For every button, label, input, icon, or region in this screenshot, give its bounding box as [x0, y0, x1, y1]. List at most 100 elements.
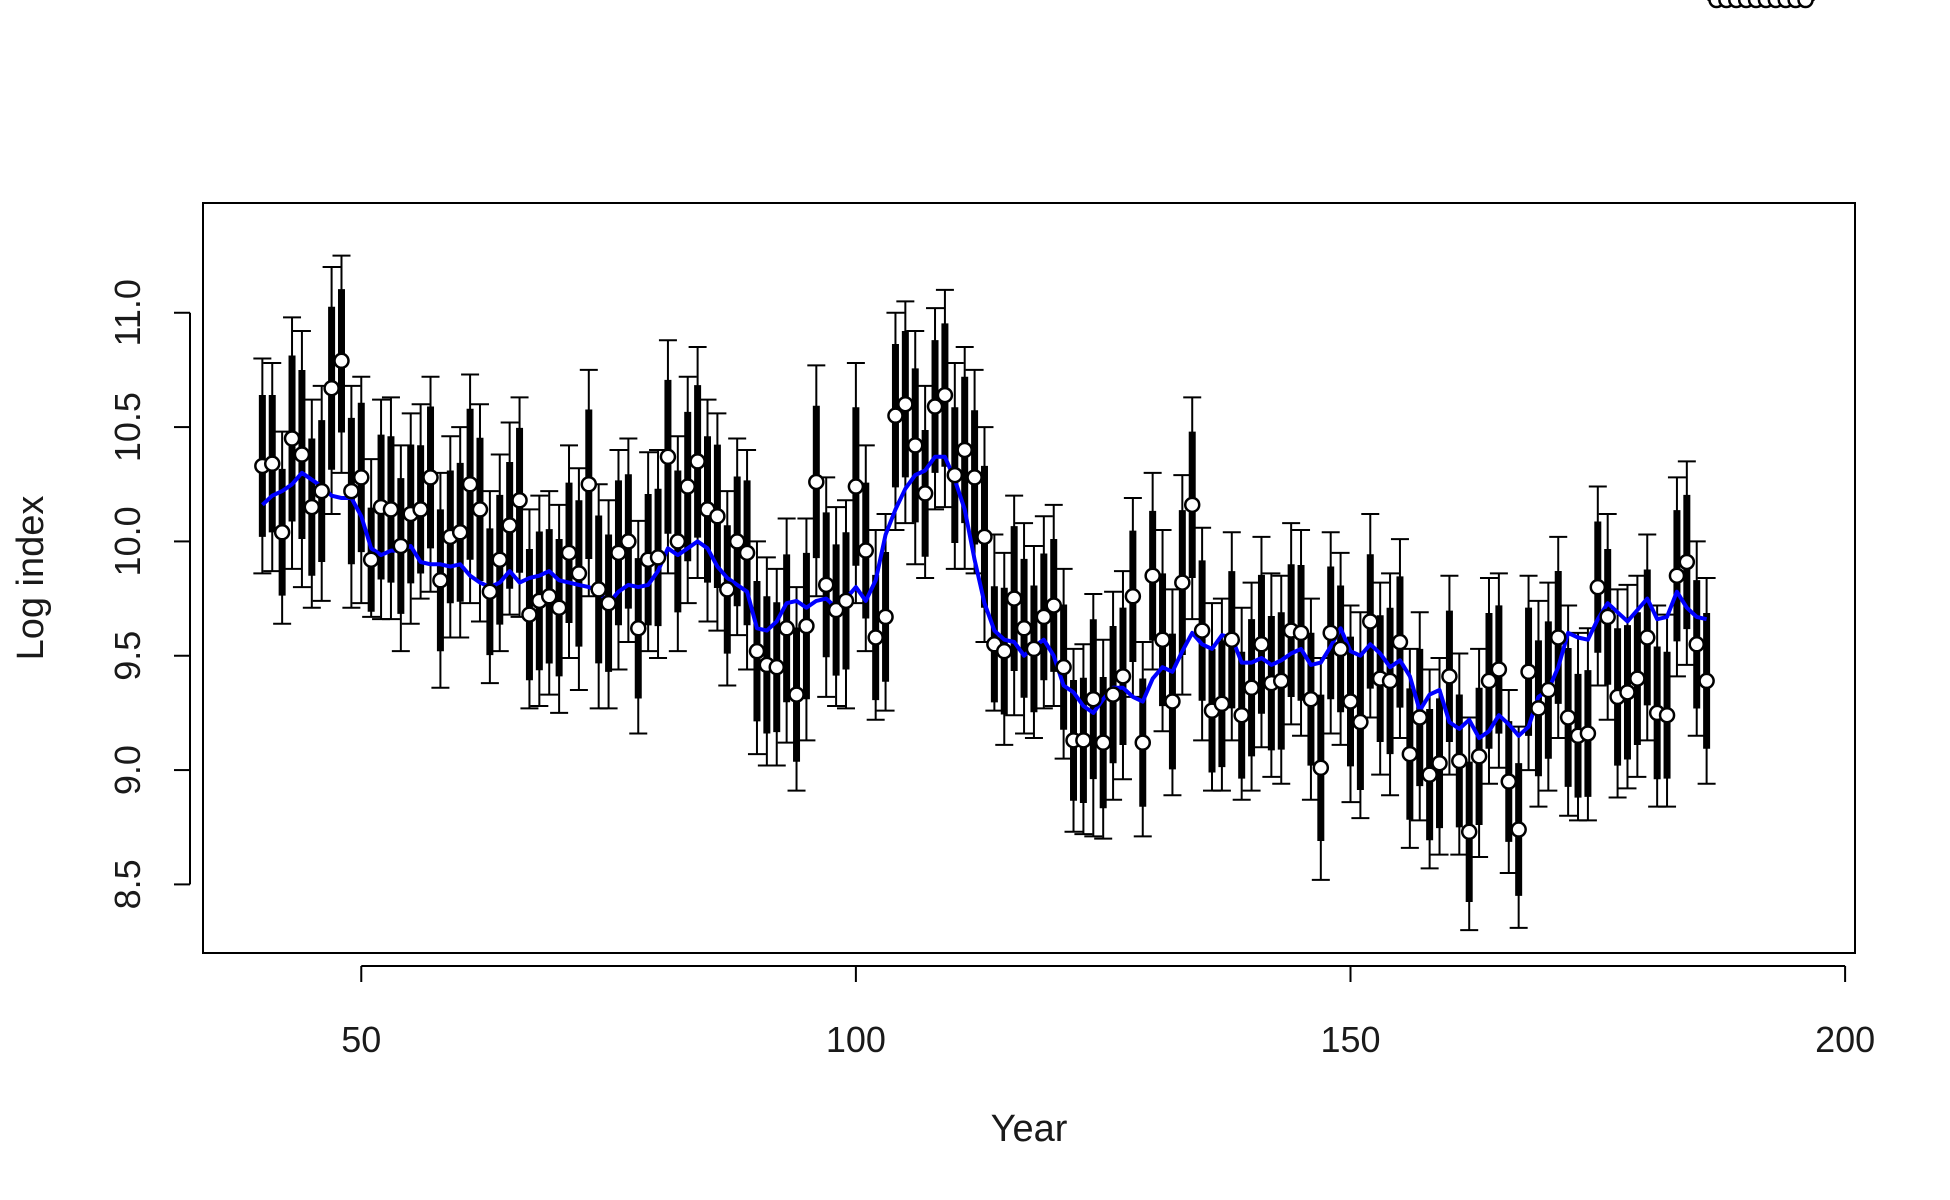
data-point [1540, 681, 1557, 699]
data-point [313, 482, 330, 500]
data-point [1470, 748, 1488, 765]
data-point [1015, 620, 1033, 637]
data-point [926, 398, 944, 415]
data-point [1312, 759, 1330, 777]
data-point [1530, 700, 1547, 717]
data-point [1658, 706, 1676, 724]
data-point [293, 446, 311, 463]
data-point [1549, 629, 1567, 646]
plot-frame [202, 202, 1856, 954]
data-point [837, 592, 855, 610]
data-point [1213, 695, 1231, 713]
data-point [550, 599, 568, 616]
data-point [956, 441, 973, 459]
data-point [857, 542, 875, 559]
x-tick-label: 200 [1815, 1019, 1875, 1060]
data-point [1362, 613, 1379, 630]
data-point [867, 629, 884, 646]
x-axis: 50 100 150 200 [341, 965, 1875, 1060]
data-point [1490, 661, 1508, 678]
data-point [273, 524, 291, 541]
data-point [1164, 693, 1181, 710]
x-tick-label: 150 [1320, 1019, 1380, 1060]
data-point [1273, 672, 1290, 690]
data-point [966, 469, 983, 486]
data-point [996, 642, 1013, 660]
data-point [1619, 684, 1636, 701]
data-point [1134, 734, 1152, 751]
data-point [1223, 631, 1241, 648]
data-point [1639, 629, 1656, 646]
data-point [669, 533, 687, 550]
data-point [630, 620, 647, 637]
error-bar [1212, 597, 1231, 792]
data-point [1124, 588, 1142, 605]
data-point [976, 528, 993, 546]
data-point [1510, 821, 1527, 838]
x-tick-label: 100 [826, 1019, 886, 1060]
data-point [1500, 773, 1518, 790]
data-point [1144, 567, 1161, 584]
data-point [887, 407, 904, 424]
data-point [1460, 823, 1478, 841]
data-point [1183, 496, 1201, 514]
data-point [1797, 0, 1814, 9]
data-point [1421, 766, 1438, 783]
data-point [1154, 631, 1171, 648]
data-point [877, 608, 894, 626]
data-point [412, 501, 429, 518]
data-point [1520, 663, 1537, 680]
data-point [1599, 608, 1616, 626]
data-point [788, 686, 805, 703]
y-tick-label: 11.0 [107, 279, 148, 346]
y-axis: 8.5 9.0 9.5 10.0 10.5 11.0 [107, 279, 191, 909]
y-tick-label: 10.0 [107, 506, 148, 576]
data-point [1025, 640, 1043, 658]
data-point [709, 508, 726, 525]
data-point [817, 576, 835, 594]
data-point [521, 606, 538, 623]
data-point [1441, 668, 1458, 685]
data-point [1678, 553, 1696, 571]
data-point [1411, 709, 1428, 726]
data-point [1322, 624, 1339, 642]
error-bars [253, 0, 1815, 932]
data-point [827, 601, 845, 619]
data-point [540, 588, 558, 605]
data-point [768, 658, 785, 676]
data-point [1253, 636, 1270, 653]
data-point [1055, 658, 1072, 676]
data-point [808, 473, 825, 491]
data-point [283, 430, 301, 447]
data-point [392, 537, 410, 555]
data-point [432, 572, 449, 589]
data-point [1085, 690, 1102, 708]
data-point [481, 583, 499, 600]
data-point [1114, 668, 1132, 685]
data-point [263, 455, 281, 472]
data-point [738, 544, 756, 562]
data-point [1243, 679, 1260, 697]
data-point [748, 642, 766, 660]
data-points [254, 0, 1814, 841]
y-tick-label: 9.0 [107, 745, 148, 795]
data-point [1559, 709, 1577, 726]
data-point [610, 544, 627, 562]
data-point [1451, 752, 1468, 770]
data-point [323, 379, 340, 397]
data-point [719, 581, 736, 598]
data-point [659, 448, 677, 466]
data-point [897, 395, 914, 413]
smooth-line [261, 454, 1708, 741]
data-point [1193, 622, 1211, 639]
data-point [343, 482, 360, 500]
data-point [1480, 672, 1498, 690]
data-point [362, 551, 380, 568]
data-point [1332, 640, 1349, 658]
error-bar [1163, 588, 1182, 797]
data-point [1104, 686, 1122, 703]
data-point [946, 466, 964, 484]
data-point [491, 551, 509, 568]
smooth-line-layer [261, 454, 1708, 741]
data-point [511, 492, 528, 509]
